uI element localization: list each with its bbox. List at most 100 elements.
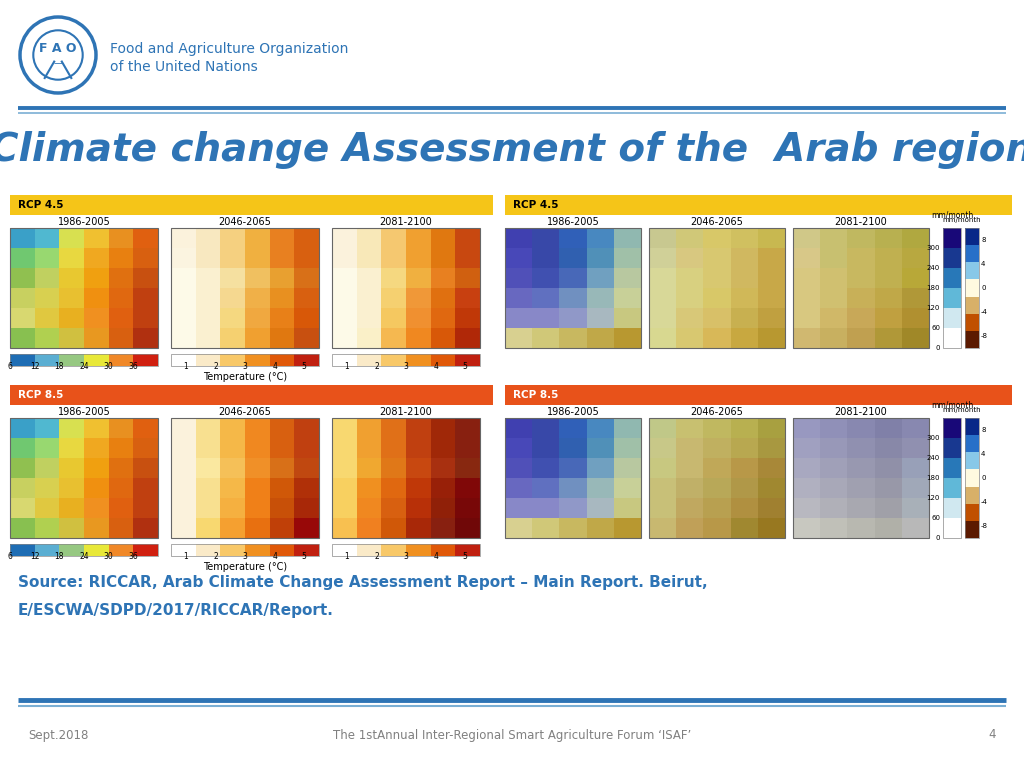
Bar xyxy=(220,288,245,308)
Text: Sept.2018: Sept.2018 xyxy=(28,729,88,741)
Bar xyxy=(171,228,319,348)
Bar xyxy=(902,248,929,268)
Bar xyxy=(381,228,406,248)
Bar xyxy=(220,418,245,438)
Bar xyxy=(133,228,158,248)
Bar xyxy=(406,328,431,348)
Bar xyxy=(587,308,613,328)
Bar xyxy=(676,288,703,308)
Text: 1: 1 xyxy=(344,362,349,371)
Bar xyxy=(133,268,158,288)
Bar xyxy=(532,248,559,268)
Text: 1: 1 xyxy=(183,362,188,371)
Bar xyxy=(758,228,785,248)
Bar xyxy=(10,518,35,538)
Bar xyxy=(965,228,979,245)
Bar xyxy=(649,268,676,288)
Bar xyxy=(559,478,587,498)
Bar xyxy=(848,248,874,268)
Bar xyxy=(793,498,820,518)
Bar xyxy=(269,248,294,268)
Text: 0: 0 xyxy=(936,535,940,541)
Bar xyxy=(505,385,1012,405)
Bar xyxy=(133,354,158,366)
Text: 4: 4 xyxy=(981,261,985,267)
Bar xyxy=(587,438,613,458)
Bar xyxy=(332,328,356,348)
Text: 0: 0 xyxy=(936,345,940,351)
Bar xyxy=(332,518,356,538)
Bar xyxy=(332,308,356,328)
Text: 24: 24 xyxy=(79,552,89,561)
Bar xyxy=(820,268,848,288)
Bar xyxy=(703,228,730,248)
Bar xyxy=(332,498,356,518)
Bar xyxy=(381,498,406,518)
Bar xyxy=(35,248,59,268)
Bar xyxy=(874,498,902,518)
Bar xyxy=(171,228,196,248)
Bar xyxy=(245,268,269,288)
Bar xyxy=(676,228,703,248)
Bar xyxy=(269,438,294,458)
Bar xyxy=(613,268,641,288)
Bar xyxy=(269,544,294,556)
Text: 1986-2005: 1986-2005 xyxy=(57,217,111,227)
Bar xyxy=(109,438,133,458)
Bar xyxy=(10,498,35,518)
Bar xyxy=(613,308,641,328)
Bar xyxy=(356,418,381,438)
Bar xyxy=(848,268,874,288)
Bar xyxy=(559,418,587,438)
Text: Food and Agriculture Organization: Food and Agriculture Organization xyxy=(110,42,348,56)
Bar xyxy=(356,544,381,556)
Text: 36: 36 xyxy=(128,552,138,561)
Text: 3: 3 xyxy=(243,362,248,371)
Bar xyxy=(381,418,406,438)
Bar xyxy=(676,438,703,458)
Bar xyxy=(381,248,406,268)
Bar xyxy=(874,228,902,248)
Bar xyxy=(793,438,820,458)
Bar xyxy=(196,228,220,248)
Text: 18: 18 xyxy=(54,552,65,561)
Bar xyxy=(10,385,493,405)
Bar xyxy=(109,268,133,288)
Bar xyxy=(649,478,676,498)
Text: 3: 3 xyxy=(403,552,409,561)
Bar xyxy=(59,438,84,458)
Text: 5: 5 xyxy=(463,362,468,371)
Bar xyxy=(133,478,158,498)
Bar xyxy=(245,228,269,248)
Bar xyxy=(793,308,820,328)
Bar xyxy=(676,498,703,518)
Bar xyxy=(381,458,406,478)
Bar xyxy=(406,248,431,268)
Bar xyxy=(793,228,929,348)
Bar xyxy=(874,248,902,268)
Text: 2046-2065: 2046-2065 xyxy=(690,217,743,227)
Bar xyxy=(109,228,133,248)
Bar xyxy=(587,418,613,438)
Bar xyxy=(505,228,532,248)
Bar xyxy=(10,308,35,328)
Bar xyxy=(245,354,269,366)
Bar xyxy=(84,328,109,348)
Text: RCP 4.5: RCP 4.5 xyxy=(18,200,63,210)
Bar xyxy=(84,518,109,538)
Bar xyxy=(332,354,356,366)
Bar xyxy=(406,354,431,366)
Bar xyxy=(965,228,979,348)
Bar xyxy=(356,228,381,248)
Text: Temperature (°C): Temperature (°C) xyxy=(203,562,287,572)
Bar xyxy=(269,308,294,328)
Bar xyxy=(848,478,874,498)
Bar xyxy=(171,438,196,458)
Bar xyxy=(943,268,961,288)
Bar xyxy=(84,478,109,498)
Bar xyxy=(902,498,929,518)
Bar xyxy=(356,248,381,268)
Bar xyxy=(381,328,406,348)
Bar xyxy=(902,438,929,458)
Text: mm/month: mm/month xyxy=(931,211,973,220)
